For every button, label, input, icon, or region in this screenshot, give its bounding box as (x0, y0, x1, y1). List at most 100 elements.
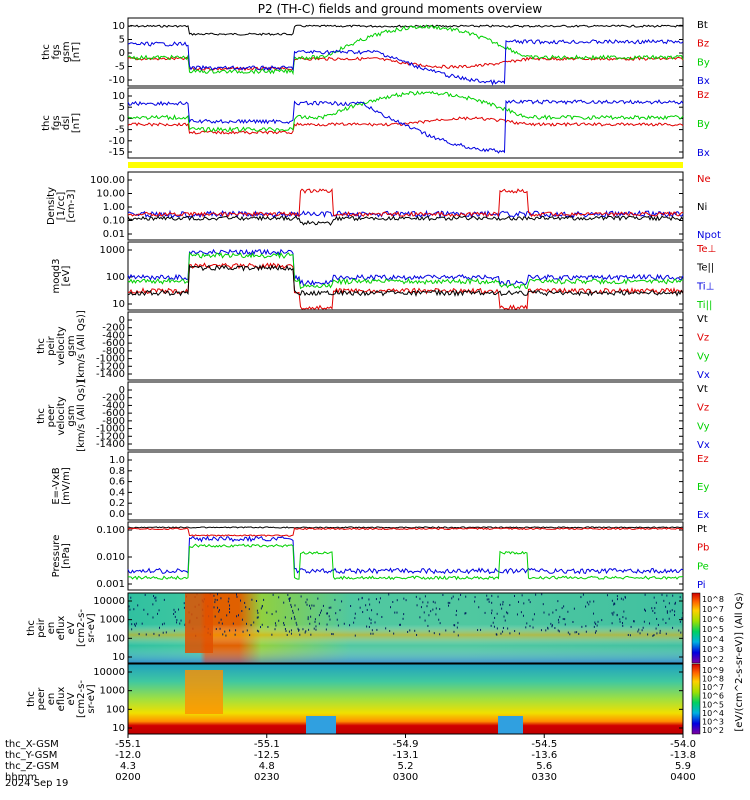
ion-spectrogram-pixel (217, 593, 219, 596)
y-axis-label: fgs (51, 115, 62, 130)
ion-spectrogram-pixel (329, 618, 331, 621)
ion-spectrogram-pixel (313, 627, 315, 630)
y-tick-label: 10 (112, 652, 125, 663)
y-axis-label: [nPa] (61, 543, 72, 569)
y-tick-label: 0.8 (109, 466, 125, 477)
ion-spectrogram-pixel (678, 629, 680, 632)
y-axis-label: sr-eV] (86, 613, 97, 642)
ion-spectrogram-pixel (141, 622, 143, 625)
ion-spectrogram-pixel (275, 610, 277, 613)
ion-spectrogram-pixel (285, 629, 287, 632)
ion-spectrogram-pixel (535, 593, 537, 596)
ion-spectrogram-pixel (490, 624, 492, 627)
ion-spectrogram-pixel (426, 605, 428, 608)
x-axis-value: 0400 (670, 772, 695, 783)
ion-spectrogram-pixel (547, 626, 549, 629)
ion-spectrogram-pixel (624, 595, 626, 598)
y-tick-label: -10 (109, 75, 125, 86)
ion-spectrogram-pixel (396, 599, 398, 602)
ion-spectrogram-pixel (627, 633, 629, 636)
ion-spectrogram-pixel (334, 598, 336, 601)
y-axis-label: [mV/m] (61, 467, 72, 505)
ion-spectrogram-pixel (158, 609, 160, 612)
ion-spectrogram-pixel (183, 606, 185, 609)
y-axis-label: thc (41, 115, 52, 131)
y-tick-label: -400 (102, 330, 125, 341)
trace-bx (127, 39, 684, 86)
ion-spectrogram-pixel (594, 631, 596, 634)
y-tick-label: 10 (112, 723, 125, 734)
ion-spectrogram-pixel (311, 604, 313, 607)
ion-spectrogram-pixel (516, 613, 518, 616)
ion-spectrogram-pixel (557, 600, 559, 603)
ion-spectrogram-pixel (248, 608, 250, 611)
ion-spectrogram-pixel (339, 609, 341, 612)
ion-colorbar (691, 592, 701, 664)
ion-spectrogram-pixel (616, 595, 618, 598)
ion-spectrogram-pixel (310, 607, 312, 610)
ion-spectrogram-pixel (567, 610, 569, 613)
ion-spectrogram-pixel (532, 626, 534, 629)
x-axis-value: 5.6 (536, 761, 552, 772)
y-tick-label: 0.10 (103, 216, 125, 227)
ion-spectrogram-pixel (432, 600, 434, 603)
ion-spectrogram-pixel (499, 603, 501, 606)
y-tick-label: 1000 (100, 245, 125, 256)
ion-spectrogram-pixel (284, 627, 286, 630)
trace-pt (127, 526, 684, 529)
ion-spectrogram-pixel (419, 597, 421, 600)
ion-spectrogram-pixel (310, 615, 312, 618)
ion-spectrogram-pixel (477, 629, 479, 632)
ion-spectrogram-pixel (663, 599, 665, 602)
ion-spectrogram-pixel (320, 609, 322, 612)
ion-spectrogram-pixel (176, 619, 178, 622)
ion-spectrogram-pixel (484, 611, 486, 614)
ion-spectrogram-pixel (458, 598, 460, 601)
ion-spectrogram-pixel (668, 617, 670, 620)
ion-spectrogram-pixel (272, 593, 274, 596)
trace-bz (127, 116, 684, 135)
y-axis-label: gsm (61, 41, 72, 62)
x-axis-value: -55.1 (115, 739, 141, 750)
ion-spectrogram-pixel (297, 627, 299, 630)
colorbar-tick-label: 10^5 (702, 700, 724, 709)
y-axis-label: eV (66, 621, 77, 634)
ion-spectrogram-pixel (674, 614, 676, 617)
ion-spectrogram-pixel (656, 632, 658, 635)
y-axis-label: [nT] (71, 42, 82, 62)
ion-spectrogram-pixel (343, 622, 345, 625)
ion-spectrogram-pixel (620, 597, 622, 600)
ion-spectrogram-pixel (423, 611, 425, 614)
y-tick-label: 10000 (93, 596, 125, 607)
ion-spectrogram-pixel (331, 633, 333, 636)
ion-spectrogram-pixel (368, 625, 370, 628)
x-axis-row-label: thc_Y-GSM (5, 750, 57, 761)
y-tick-label: -1000 (96, 424, 125, 435)
ion-spectrogram-pixel (309, 622, 311, 625)
colorbar-tick-label: 10^2 (702, 655, 724, 664)
ion-spectrogram-pixel (368, 617, 370, 620)
ion-spectrogram-pixel (507, 627, 509, 630)
ion-spectrogram-pixel (263, 598, 265, 601)
x-axis-value: 0230 (254, 772, 279, 783)
ion-spectrogram-pixel (302, 628, 304, 631)
ion-spectrogram-pixel (385, 627, 387, 630)
ion-spectrogram-pixel (173, 608, 175, 611)
legend-entry: Vx (697, 370, 710, 381)
y-tick-label: 0.4 (109, 487, 125, 498)
ion-spectrogram-pixel (369, 603, 371, 606)
ion-spectrogram-pixel (522, 614, 524, 617)
ion-spectrogram-pixel (326, 612, 328, 615)
ion-spectrogram-pixel (174, 615, 176, 618)
ion-spectrogram-pixel (502, 626, 504, 629)
colorbar-tick-label: 10^4 (702, 635, 724, 644)
ion-spectrogram-pixel (581, 625, 583, 628)
ion-spectrogram-pixel (638, 628, 640, 631)
ion-spectrogram-pixel (428, 630, 430, 633)
y-axis-label: en (46, 693, 57, 706)
trace-te-par (127, 264, 684, 298)
ion-spectrogram-pixel (155, 596, 157, 599)
y-tick-label: -800 (102, 416, 125, 427)
y-tick-label: -10 (109, 136, 125, 147)
ion-spectrogram-pixel (162, 631, 164, 634)
